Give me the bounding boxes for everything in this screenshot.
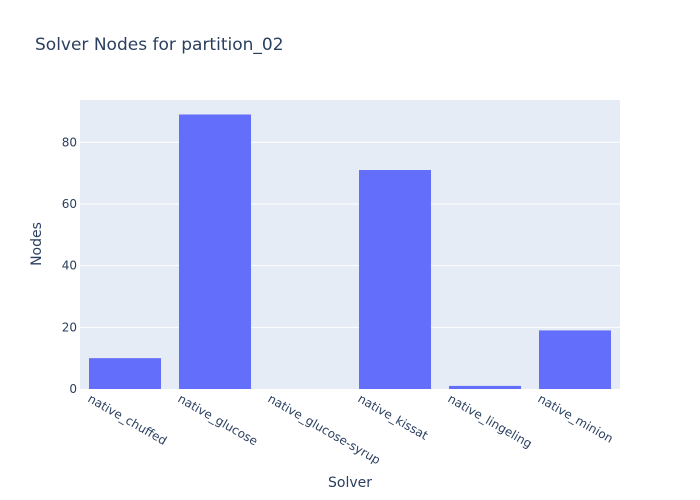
x-tick-label: native_lingeling (446, 391, 535, 450)
y-tick-label: 60 (62, 197, 77, 211)
y-axis-title: Nodes (29, 222, 45, 266)
bar-native_glucose[interactable] (179, 114, 251, 389)
gridlines (80, 141, 620, 328)
y-tick-label: 0 (69, 382, 77, 396)
chart-title: Solver Nodes for partition_02 (35, 35, 284, 55)
x-tick-labels: native_chuffed native_glucose native_gluco… (86, 391, 616, 467)
y-tick-labels: 0 20 40 60 80 (62, 135, 77, 396)
bar-native_kissat[interactable] (359, 170, 431, 389)
y-tick-label: 80 (62, 135, 77, 149)
plot-background (80, 100, 620, 389)
bar-native_chuffed[interactable] (89, 358, 161, 389)
x-tick-label: native_glucose (176, 391, 261, 448)
x-tick-label: native_chuffed (86, 391, 170, 447)
bar-native_lingeling[interactable] (449, 385, 521, 389)
x-axis-title: Solver (328, 475, 372, 491)
x-tick-label: native_kissat (356, 391, 431, 442)
bars (89, 114, 611, 389)
bar-native_minion[interactable] (539, 330, 611, 389)
x-tick-label: native_minion (536, 391, 616, 445)
y-tick-label: 20 (62, 320, 77, 334)
y-tick-label: 40 (62, 259, 77, 273)
